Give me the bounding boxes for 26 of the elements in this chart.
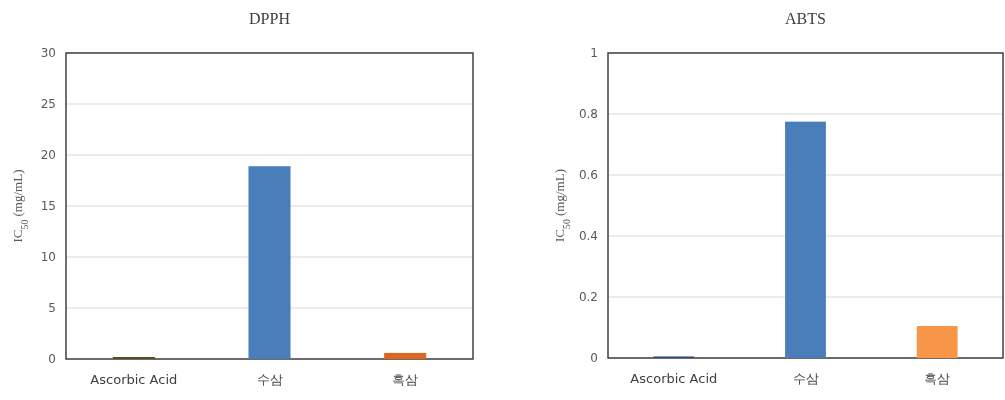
chart-title: ABTS bbox=[785, 10, 826, 27]
x-tick-label: Ascorbic Acid bbox=[90, 372, 178, 387]
y-tick-label: 30 bbox=[40, 46, 56, 60]
y-tick-label: 25 bbox=[40, 97, 56, 111]
y-tick-label: 0 bbox=[590, 351, 598, 365]
x-tick-label: Ascorbic Acid bbox=[630, 371, 718, 386]
y-tick-label: 1 bbox=[590, 46, 598, 60]
bar bbox=[916, 325, 958, 358]
bar bbox=[112, 356, 155, 359]
bar bbox=[384, 352, 427, 359]
chart-title: DPPH bbox=[249, 10, 291, 27]
x-tick-label: 흑삼 bbox=[392, 372, 419, 387]
y-tick-label: 0 bbox=[48, 352, 56, 366]
y-tick-label: 0.4 bbox=[578, 229, 598, 243]
y-tick-label: 10 bbox=[40, 250, 56, 264]
y-tick-label: 0.2 bbox=[578, 290, 598, 304]
bar bbox=[785, 121, 826, 358]
y-tick-label: 20 bbox=[40, 148, 56, 162]
x-tick-label: 흑삼 bbox=[924, 371, 951, 386]
y-tick-label: 0.6 bbox=[578, 168, 598, 182]
x-tick-label: 수삼 bbox=[256, 372, 283, 387]
bar bbox=[248, 166, 291, 359]
y-tick-label: 5 bbox=[48, 301, 56, 315]
x-tick-label: 수삼 bbox=[792, 371, 819, 386]
y-tick-label: 15 bbox=[40, 199, 56, 213]
y-tick-label: 0.8 bbox=[578, 107, 598, 121]
